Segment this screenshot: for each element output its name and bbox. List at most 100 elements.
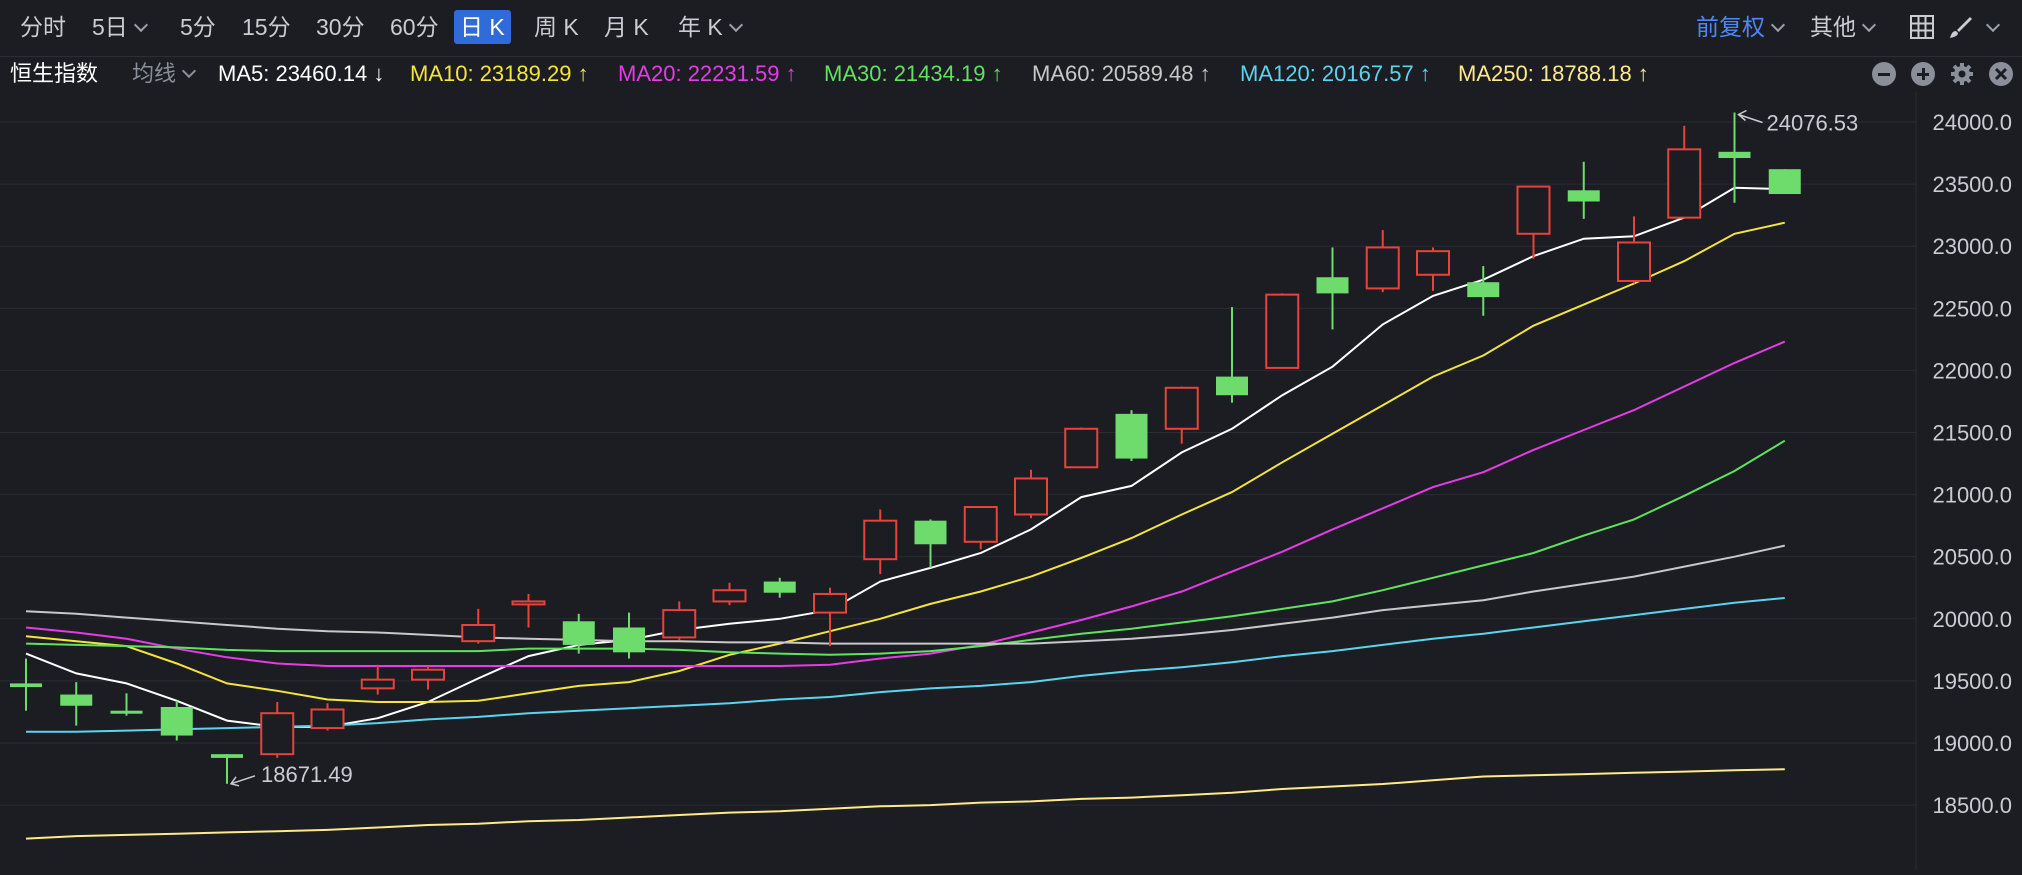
candle-body bbox=[211, 754, 243, 758]
kline-chart[interactable]: 24000.0 23500.0 23000.0 22500.0 22000.0 21500… bbox=[0, 92, 2022, 870]
candle[interactable] bbox=[662, 601, 697, 640]
period-tab-label: 5分 bbox=[180, 14, 216, 40]
period-tab[interactable]: 5分 bbox=[174, 10, 222, 44]
candle-body bbox=[160, 706, 193, 736]
ma-line-ma20 bbox=[25, 340, 1786, 667]
other-label: 其他 bbox=[1810, 14, 1856, 40]
candle-body bbox=[1667, 148, 1702, 219]
period-tab-label: 分时 bbox=[20, 14, 66, 40]
grid-layout-icon[interactable] bbox=[1909, 14, 1935, 40]
draw-dropdown[interactable] bbox=[1985, 10, 2001, 44]
ma-selector[interactable]: 均线 bbox=[132, 57, 197, 91]
ma-value-0: MA5: 23460.14 ↓ bbox=[218, 61, 385, 86]
period-tab-label: 年 K bbox=[678, 14, 723, 40]
candle[interactable] bbox=[1667, 125, 1702, 219]
candle-body bbox=[1617, 241, 1651, 282]
collapse-icon[interactable] bbox=[1872, 62, 1896, 86]
candle[interactable] bbox=[360, 664, 395, 695]
candle[interactable] bbox=[1115, 410, 1148, 462]
arrow-icon bbox=[229, 776, 240, 787]
period-tab[interactable]: 月 K bbox=[598, 10, 655, 44]
candle[interactable] bbox=[110, 693, 143, 716]
candle-body bbox=[10, 683, 42, 688]
candle[interactable] bbox=[1164, 386, 1199, 444]
candle[interactable] bbox=[914, 519, 947, 568]
candle[interactable] bbox=[160, 700, 193, 741]
candle[interactable] bbox=[763, 577, 796, 598]
ma-line-ma250 bbox=[25, 768, 1785, 840]
candle[interactable] bbox=[1416, 247, 1450, 291]
candle[interactable] bbox=[1567, 161, 1600, 219]
candle[interactable] bbox=[813, 587, 847, 647]
candle[interactable] bbox=[1718, 112, 1751, 203]
chevron-down-icon bbox=[1770, 17, 1786, 33]
candle-body bbox=[411, 668, 445, 681]
candle[interactable] bbox=[1064, 427, 1099, 469]
add-icon[interactable] bbox=[1911, 62, 1935, 86]
candle-body bbox=[511, 600, 546, 606]
gear-icon[interactable] bbox=[1950, 62, 1974, 86]
candle[interactable] bbox=[712, 582, 747, 606]
period-tab[interactable]: 周 K bbox=[528, 10, 585, 44]
high-price-label: 24076.53 bbox=[1767, 110, 1859, 135]
candle[interactable] bbox=[310, 703, 345, 731]
y-tick-label: 19000.0 bbox=[1932, 731, 2012, 756]
candle[interactable] bbox=[1467, 266, 1500, 316]
candle-body bbox=[1718, 151, 1751, 159]
candle[interactable] bbox=[1216, 307, 1248, 403]
y-tick-label: 22000.0 bbox=[1932, 358, 2012, 383]
period-tab-label: 周 K bbox=[534, 14, 579, 40]
candle[interactable] bbox=[1014, 469, 1048, 519]
candle-body bbox=[712, 589, 747, 603]
candle[interactable] bbox=[1768, 169, 1801, 195]
period-tab-label: 5日 bbox=[92, 14, 128, 40]
candle[interactable] bbox=[562, 613, 595, 654]
other-selector[interactable]: 其他 bbox=[1810, 10, 1877, 44]
candle[interactable] bbox=[863, 509, 898, 575]
candle[interactable] bbox=[60, 682, 93, 726]
candle[interactable] bbox=[211, 754, 243, 784]
period-tab[interactable]: 分时 bbox=[14, 10, 72, 44]
candle[interactable] bbox=[1617, 216, 1651, 284]
ma-selector-label: 均线 bbox=[132, 61, 177, 86]
candle-body bbox=[461, 624, 496, 643]
adjust-selector[interactable]: 前复权 bbox=[1696, 10, 1786, 44]
period-tab[interactable]: 15分 bbox=[236, 10, 297, 44]
period-tab[interactable]: 日 K bbox=[454, 10, 511, 44]
period-tab[interactable]: 年 K bbox=[672, 10, 747, 44]
candle[interactable] bbox=[461, 608, 496, 644]
period-tab[interactable]: 5日 bbox=[86, 10, 152, 44]
adjust-label: 前复权 bbox=[1696, 14, 1765, 40]
ma-value-4: MA60: 20589.48 ↑ bbox=[1032, 61, 1211, 86]
period-tab[interactable]: 30分 bbox=[310, 10, 371, 44]
candle-body bbox=[1365, 246, 1400, 290]
candle[interactable] bbox=[260, 702, 295, 758]
candle[interactable] bbox=[511, 593, 546, 628]
candle[interactable] bbox=[10, 658, 42, 711]
candle-body bbox=[1567, 190, 1600, 202]
period-tab[interactable]: 60分 bbox=[384, 10, 445, 44]
candle-body bbox=[310, 708, 345, 730]
chart-svg[interactable]: 24000.0 23500.0 23000.0 22500.0 22000.0 21500… bbox=[0, 92, 2022, 870]
candle[interactable] bbox=[1265, 293, 1300, 369]
candle-body bbox=[1216, 376, 1248, 396]
candle[interactable] bbox=[963, 506, 998, 550]
ma-value-6: MA250: 18788.18 ↑ bbox=[1458, 61, 1649, 86]
draw-brush-icon[interactable] bbox=[1948, 14, 1974, 40]
ma-line-ma5 bbox=[25, 186, 1785, 728]
candle[interactable] bbox=[1316, 247, 1349, 330]
chevron-down-icon bbox=[133, 17, 148, 33]
candle[interactable] bbox=[613, 612, 645, 659]
y-tick-label: 18500.0 bbox=[1932, 793, 2012, 818]
candle[interactable] bbox=[1516, 185, 1551, 259]
candle[interactable] bbox=[411, 665, 445, 690]
close-icon[interactable] bbox=[1989, 62, 2013, 86]
candle-body bbox=[863, 519, 898, 561]
candle-body bbox=[1516, 185, 1551, 235]
candle-body bbox=[562, 621, 595, 645]
candle-body bbox=[360, 678, 395, 690]
period-tab-label: 15分 bbox=[242, 14, 291, 40]
candle[interactable] bbox=[1365, 230, 1400, 293]
candle-body bbox=[60, 694, 93, 706]
candle-body bbox=[1014, 477, 1048, 516]
